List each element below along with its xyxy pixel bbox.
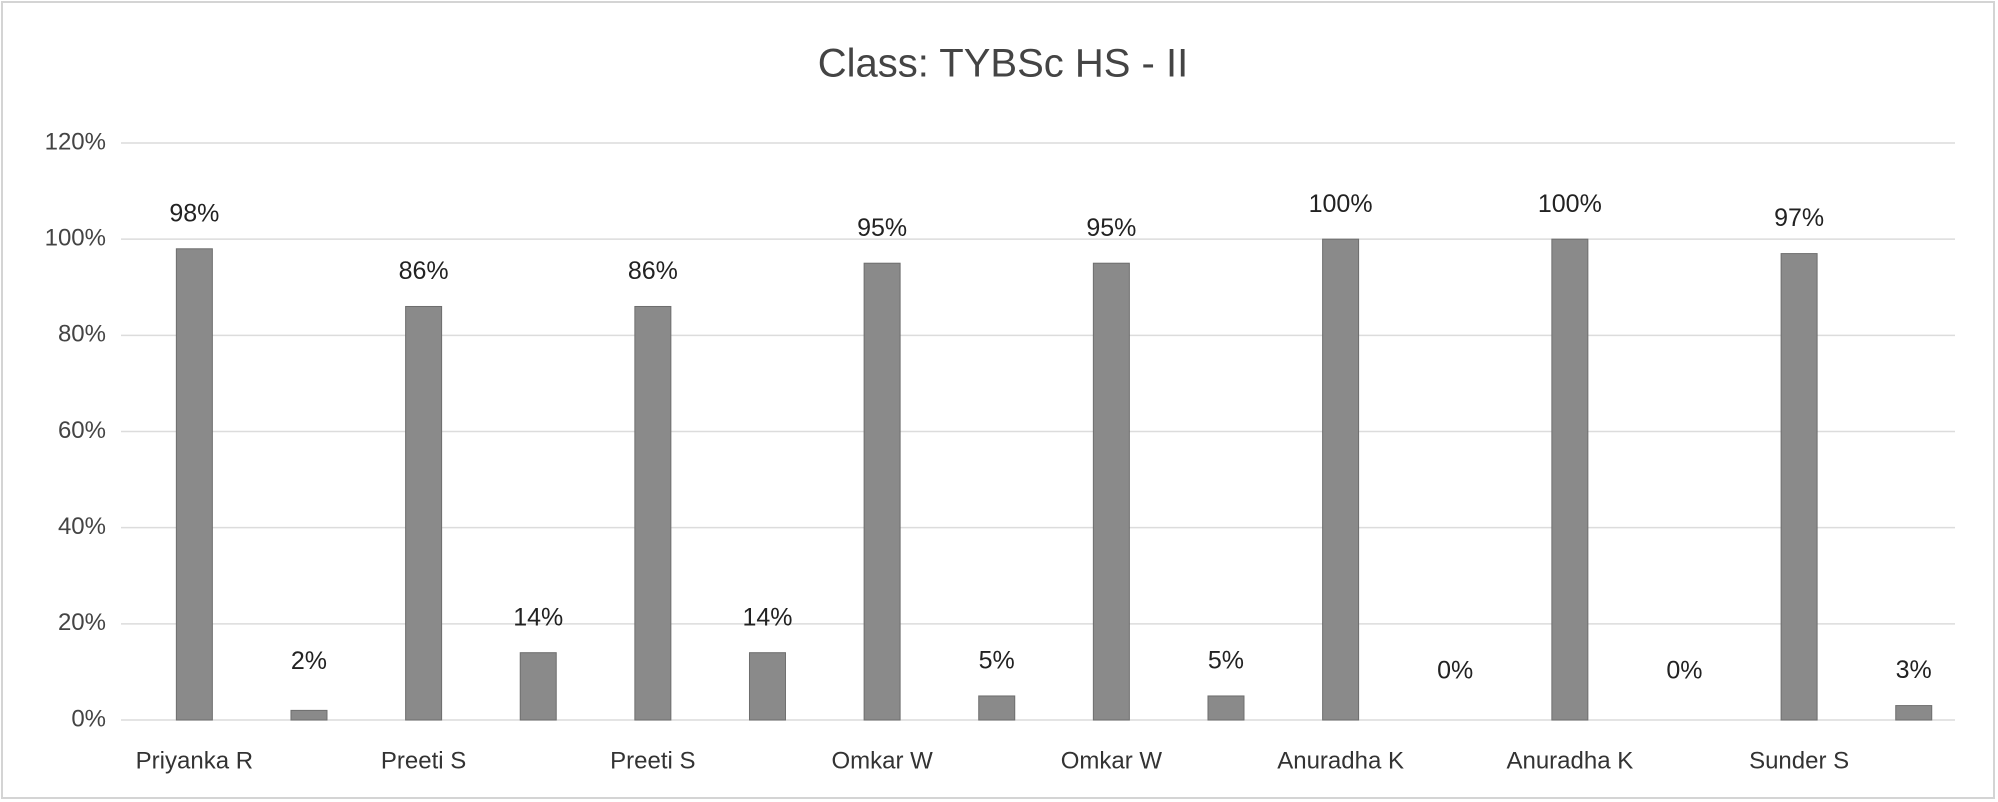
chart-title: Class: TYBSc HS - II [818, 42, 1188, 86]
x-tick-label: Priyanka R [136, 747, 253, 774]
data-label: 95% [1086, 214, 1136, 242]
x-tick-label: Anuradha K [1277, 747, 1404, 774]
y-tick-label: 60% [58, 417, 106, 444]
x-tick-label: Sunder S [1749, 747, 1849, 774]
bar [175, 248, 213, 721]
data-label: 2% [291, 647, 327, 675]
y-tick-label: 80% [58, 321, 106, 348]
y-tick-label: 20% [58, 609, 106, 636]
x-tick-label: Preeti S [610, 747, 695, 774]
data-label: 100% [1538, 190, 1602, 218]
bar [634, 305, 672, 721]
x-tick-label: Omkar W [831, 747, 933, 774]
bar [1207, 695, 1245, 721]
data-label: 86% [628, 257, 678, 285]
data-label: 98% [169, 199, 219, 227]
x-tick-label: Omkar W [1061, 747, 1163, 774]
data-label: 0% [1437, 657, 1473, 685]
y-tick-label: 0% [71, 705, 106, 732]
bar [519, 652, 557, 721]
data-label: 86% [399, 257, 449, 285]
data-label: 5% [979, 647, 1015, 675]
bar [405, 305, 443, 721]
y-tick-label: 120% [45, 128, 106, 155]
bar [978, 695, 1016, 721]
y-tick-label: 100% [45, 225, 106, 252]
bar [863, 262, 901, 721]
bar [290, 709, 328, 721]
y-tick-label: 40% [58, 513, 106, 540]
x-tick-label: Anuradha K [1506, 747, 1633, 774]
bar [1895, 705, 1933, 721]
bar [1551, 238, 1589, 721]
data-label: 14% [513, 603, 563, 631]
bar [1092, 262, 1130, 721]
data-label: 100% [1309, 190, 1373, 218]
bar [748, 652, 786, 721]
data-label: 5% [1208, 647, 1244, 675]
data-label: 14% [742, 603, 792, 631]
data-label: 3% [1896, 656, 1932, 684]
data-label: 0% [1666, 657, 1702, 685]
data-label: 97% [1774, 204, 1824, 232]
data-label: 95% [857, 214, 907, 242]
bar [1322, 238, 1360, 721]
x-tick-label: Preeti S [381, 747, 466, 774]
bar [1780, 253, 1818, 721]
